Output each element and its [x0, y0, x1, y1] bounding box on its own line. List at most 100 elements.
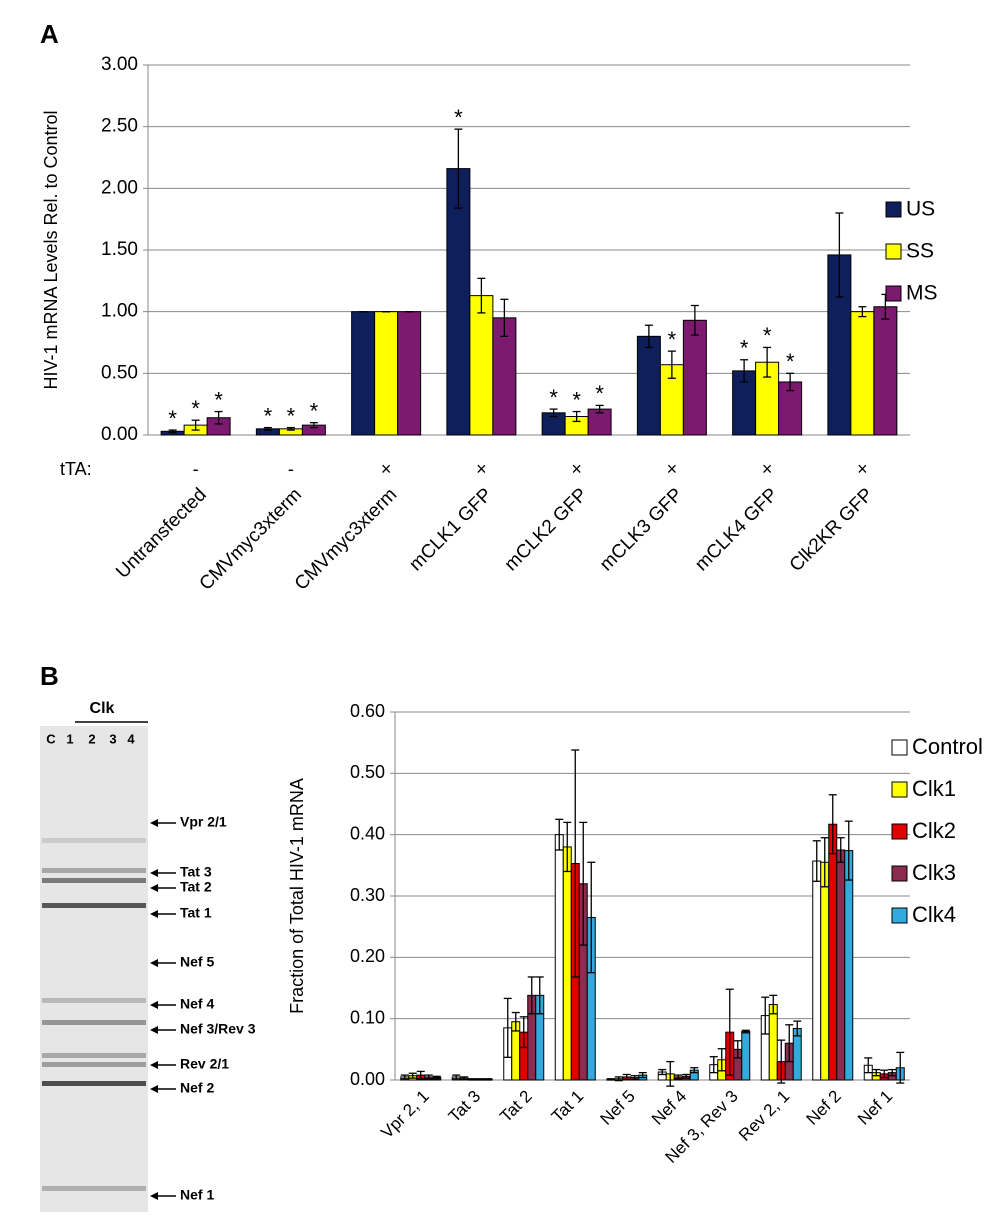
bar: [562, 846, 572, 1081]
x-tick-label: CMVmyc3xterm: [196, 484, 306, 594]
significance-marker: *: [786, 349, 795, 374]
x-tick-label: Nef 5: [597, 1087, 639, 1129]
bar: [828, 823, 838, 1081]
row-value: ×: [381, 459, 392, 479]
row-value: ×: [857, 459, 868, 479]
band-arrowhead: [150, 1061, 158, 1069]
y-tick-label: 0.60: [350, 701, 385, 721]
y-tick-label: 0.00: [101, 424, 138, 445]
significance-marker: *: [168, 406, 177, 431]
y-axis-title: HIV-1 mRNA Levels Rel. to Control: [41, 110, 61, 389]
gel-band-label: Nef 3/Rev 3: [180, 1021, 256, 1037]
y-tick-label: 0.00: [350, 1069, 385, 1089]
gel-band: [42, 1053, 146, 1058]
row-value: -: [193, 459, 199, 479]
band-arrowhead: [150, 1026, 158, 1034]
x-tick-label: CMVmyc3xterm: [291, 484, 401, 594]
legend-swatch: [885, 201, 902, 218]
band-arrowhead: [150, 1192, 158, 1200]
bar: [554, 834, 564, 1081]
bar: [873, 306, 898, 436]
y-tick-label: 0.20: [350, 946, 385, 966]
bar: [768, 1004, 778, 1081]
x-tick-label: Nef 4: [648, 1087, 690, 1129]
x-tick-label: Nef 1: [854, 1087, 896, 1129]
x-tick-label: Untransfected: [112, 484, 210, 582]
bar: [636, 335, 661, 436]
x-tick-label: Nef 2: [803, 1087, 845, 1129]
y-tick-label: 0.50: [101, 362, 138, 383]
gel-lane-label: 2: [88, 731, 95, 746]
bar: [374, 311, 399, 436]
gel-band-label: Tat 3: [180, 864, 212, 880]
legend-swatch: [885, 285, 902, 302]
y-tick-label: 0.10: [350, 1007, 385, 1027]
legend-swatch: [891, 781, 908, 798]
legend-swatch: [891, 907, 908, 924]
significance-marker: *: [763, 323, 772, 348]
gel-band-label: Rev 2/1: [180, 1056, 229, 1072]
x-tick-label: Tat 1: [548, 1087, 587, 1126]
legend-label: SS: [906, 240, 934, 263]
bar: [850, 311, 875, 436]
significance-marker: *: [572, 387, 581, 412]
significance-marker: *: [549, 385, 558, 410]
x-tick-label: Tat 2: [496, 1087, 535, 1126]
row-label: tTA:: [60, 459, 92, 479]
band-arrowhead: [150, 959, 158, 967]
gel-band: [42, 838, 146, 843]
gel-lane-label: C: [46, 731, 56, 746]
bar: [397, 311, 422, 436]
y-tick-label: 2.50: [101, 116, 138, 137]
significance-marker: *: [264, 403, 273, 428]
legend-label: Clk1: [912, 776, 956, 801]
gel-lane-label: 1: [66, 731, 73, 746]
band-arrowhead: [150, 1085, 158, 1093]
bar: [844, 850, 854, 1081]
y-tick-label: 1.50: [101, 239, 138, 260]
gel-band-label: Nef 1: [180, 1187, 214, 1203]
significance-marker: *: [310, 398, 319, 423]
x-tick-label: mCLK1 GFP: [405, 484, 496, 575]
y-tick-label: 3.00: [101, 54, 138, 75]
y-tick-label: 0.40: [350, 823, 385, 843]
significance-marker: *: [740, 336, 749, 361]
gel-band: [42, 1081, 146, 1086]
gel-band: [42, 878, 146, 883]
gel-band-label: Nef 2: [180, 1080, 214, 1096]
legend-label: MS: [906, 282, 938, 305]
band-arrowhead: [150, 869, 158, 877]
row-value: ×: [476, 459, 487, 479]
gel-band: [42, 868, 146, 873]
y-tick-label: 0.50: [350, 762, 385, 782]
panel-label: B: [40, 661, 59, 691]
row-value: ×: [667, 459, 678, 479]
bar: [682, 319, 707, 436]
gel-band-label: Tat 2: [180, 879, 212, 895]
legend-label: Clk4: [912, 902, 956, 927]
x-tick-label: Clk2KR GFP: [786, 484, 878, 576]
significance-marker: *: [595, 381, 604, 406]
legend-label: Clk3: [912, 860, 956, 885]
gel-band: [42, 1020, 146, 1025]
bar: [820, 861, 830, 1081]
y-tick-label: 0.30: [350, 885, 385, 905]
legend-swatch: [891, 865, 908, 882]
x-tick-label: Vpr 2, 1: [377, 1087, 433, 1143]
band-arrowhead: [150, 884, 158, 892]
y-tick-label: 1.00: [101, 301, 138, 322]
legend-swatch: [885, 243, 902, 260]
row-value: -: [288, 459, 294, 479]
bar: [351, 311, 376, 436]
gel-lane-label: 4: [127, 731, 135, 746]
bar: [741, 1031, 751, 1081]
gel-band: [42, 1062, 146, 1067]
y-tick-label: 2.00: [101, 177, 138, 198]
significance-marker: *: [287, 403, 296, 428]
significance-marker: *: [214, 387, 223, 412]
gel-group-label: Clk: [90, 700, 115, 717]
significance-marker: *: [191, 396, 200, 421]
x-tick-label: mCLK2 GFP: [501, 484, 592, 575]
